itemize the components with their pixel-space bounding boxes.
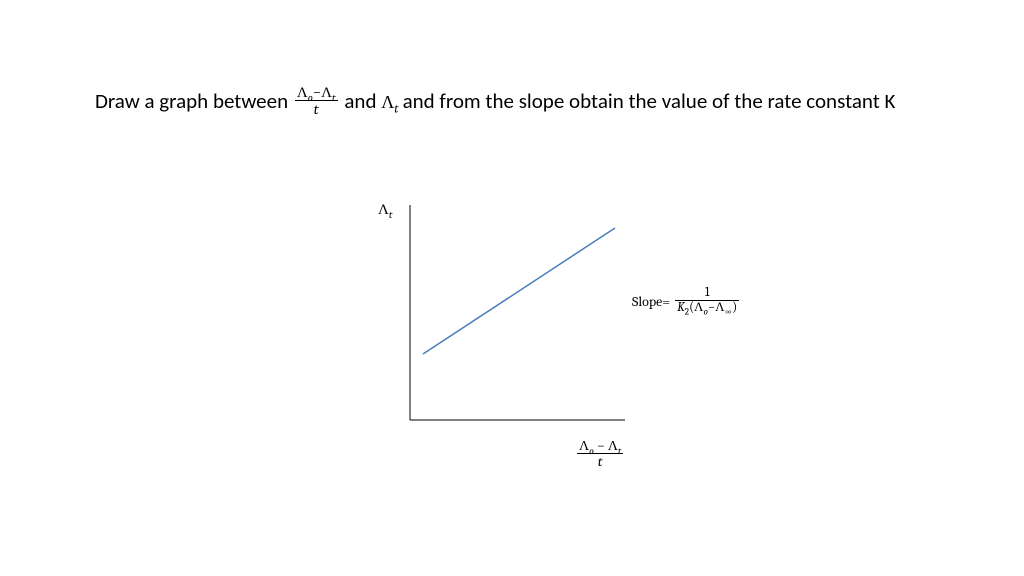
instr-suffix: and from the slope obtain the value of t… [403, 88, 896, 114]
instr-prefix: Draw a graph between [95, 88, 293, 114]
fraction-1: Λo−Λt t [295, 84, 338, 118]
y-axis-label: Λt [378, 200, 392, 219]
x-axis-label: Λo − Λt t [575, 440, 625, 472]
data-line [423, 228, 615, 354]
instruction-text: Draw a graph between Λo−Λt t and Λt and … [95, 82, 915, 122]
slope-annotation: Slope= 1 K2(Λo−Λ∞) [632, 288, 741, 318]
instr-middle: and [344, 88, 381, 114]
var-lambda-t: Λt [381, 92, 402, 113]
